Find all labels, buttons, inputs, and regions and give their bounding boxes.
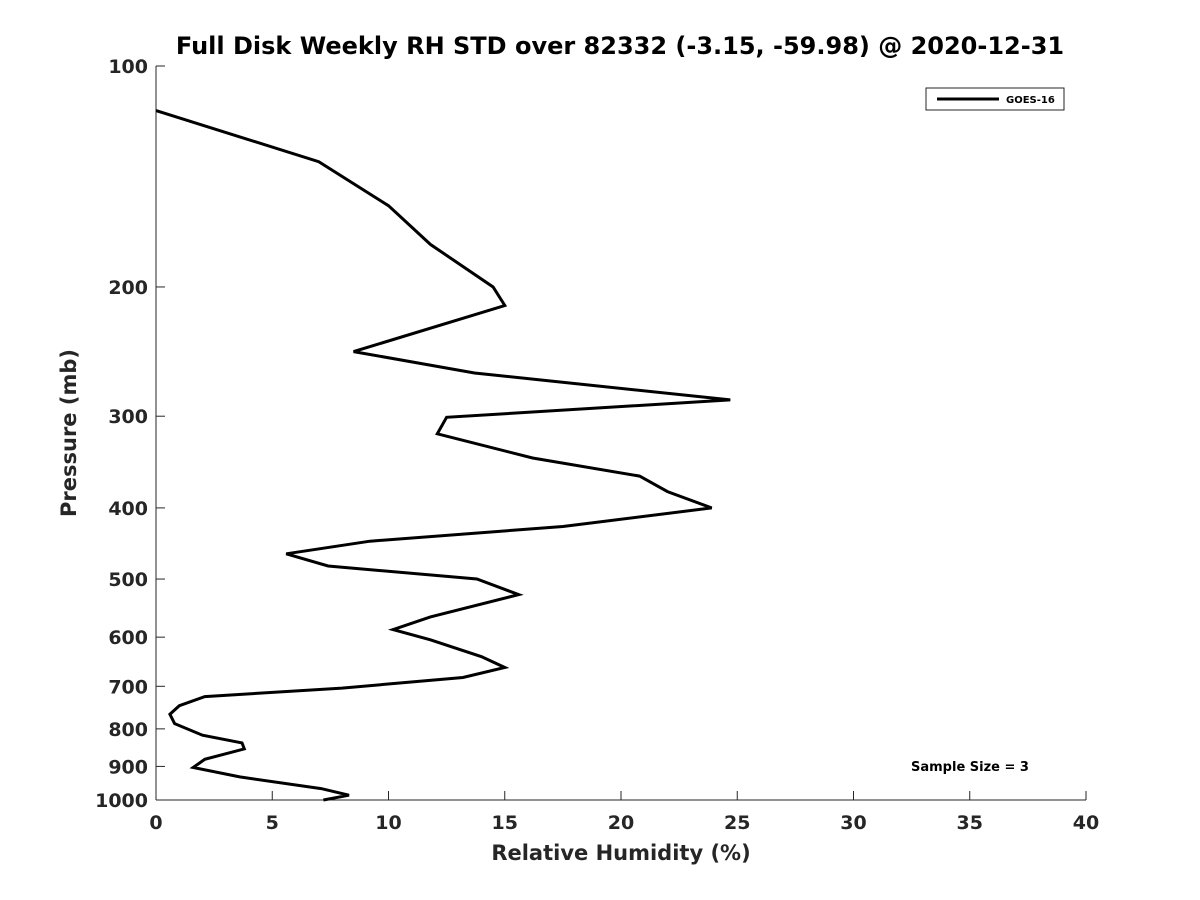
sample-size-annotation: Sample Size = 3 xyxy=(911,760,1029,775)
y-tick-label: 800 xyxy=(108,719,148,741)
y-tick-label: 200 xyxy=(108,277,148,299)
x-tick-label: 20 xyxy=(608,812,634,834)
y-tick-label: 100 xyxy=(108,56,148,78)
x-tick-label: 25 xyxy=(724,812,750,834)
chart-axes: 0 5 10 15 20 25 30 35 40 100 200 300 400 500 600 700 80… xyxy=(95,56,1099,834)
series-line-goes-16 xyxy=(155,109,731,802)
x-tick-label: 35 xyxy=(957,812,983,834)
y-tick-label: 600 xyxy=(108,627,148,649)
x-axis-label: Relative Humidity (%) xyxy=(491,841,750,865)
y-ticks: 100 200 300 400 500 600 700 800 900 1000 xyxy=(95,56,165,812)
x-ticks: 0 5 10 15 20 25 30 35 40 xyxy=(149,791,1099,834)
x-tick-label: 0 xyxy=(149,812,162,834)
chart-title: Full Disk Weekly RH STD over 82332 (-3.1… xyxy=(176,32,1064,60)
y-tick-label: 900 xyxy=(108,756,148,778)
y-tick-label: 700 xyxy=(108,676,148,698)
chart-legend: GOES-16 xyxy=(925,87,1065,111)
x-tick-label: 15 xyxy=(492,812,518,834)
y-tick-label: 400 xyxy=(108,498,148,520)
y-tick-label: 500 xyxy=(108,569,148,591)
legend-label-goes-16: GOES-16 xyxy=(1006,95,1055,106)
y-axis-label: Pressure (mb) xyxy=(57,349,81,517)
x-tick-label: 10 xyxy=(375,812,401,834)
x-tick-label: 5 xyxy=(266,812,279,834)
x-tick-label: 40 xyxy=(1073,812,1099,834)
y-tick-label: 300 xyxy=(108,406,148,428)
series-layer xyxy=(155,109,731,802)
y-tick-label: 1000 xyxy=(95,790,148,812)
x-tick-label: 30 xyxy=(840,812,866,834)
